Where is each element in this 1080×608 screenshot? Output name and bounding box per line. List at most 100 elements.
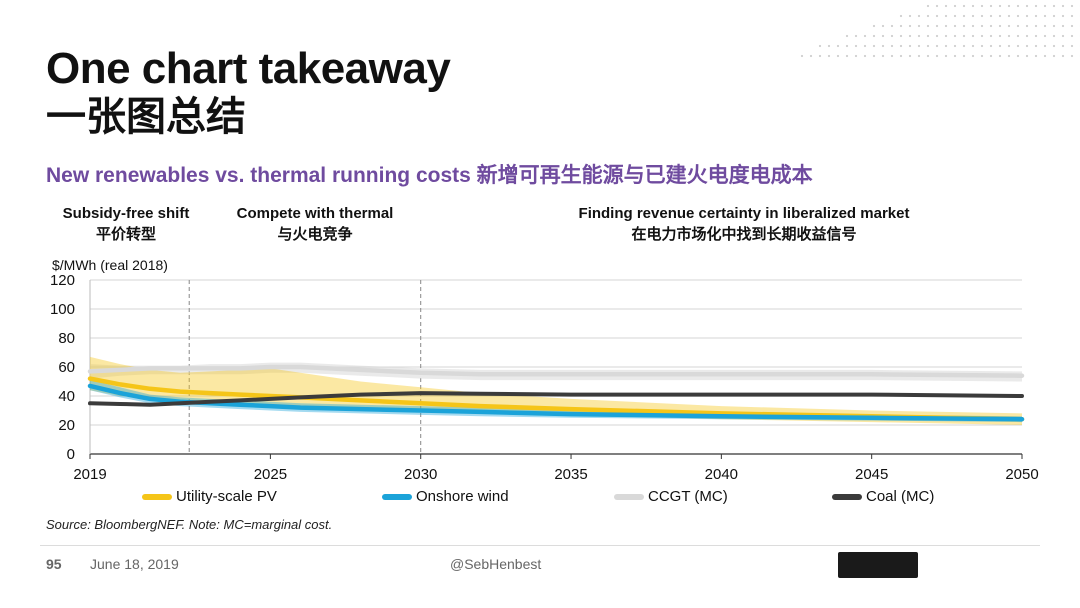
pattern-dot — [881, 24, 885, 28]
pattern-dot — [917, 34, 921, 38]
pattern-dot — [953, 4, 957, 8]
pattern-dot — [1052, 4, 1056, 8]
pattern-dot — [881, 44, 885, 48]
x-tick-label: 2030 — [404, 466, 437, 483]
series-line-1 — [87, 383, 1025, 422]
x-tick-label: 2019 — [73, 466, 106, 483]
page-title: One chart takeaway — [46, 44, 451, 93]
legend-swatch-pv — [142, 493, 172, 500]
pattern-dot — [971, 4, 975, 8]
legend-label-ccgt: CCGT (MC) — [648, 488, 728, 505]
pattern-dot — [1016, 24, 1020, 28]
pattern-dot — [1025, 54, 1029, 58]
pattern-dot — [962, 54, 966, 58]
y-tick-label: 80 — [58, 330, 75, 347]
pattern-dot — [935, 14, 939, 18]
pattern-dot — [899, 14, 903, 18]
pattern-dot — [962, 34, 966, 38]
pattern-dot — [908, 44, 912, 48]
legend-item-pv: Utility-scale PV — [142, 488, 277, 505]
pattern-dot — [1025, 4, 1029, 8]
legend-label-wind: Onshore wind — [416, 488, 509, 505]
legend-swatch-ccgt — [614, 493, 644, 500]
pattern-dot — [1061, 44, 1065, 48]
pattern-dot — [1034, 54, 1038, 58]
pattern-dot — [1061, 4, 1065, 8]
phase-label-2: Compete with thermal 与火电竞争 — [222, 204, 408, 244]
pattern-dot — [908, 34, 912, 38]
pattern-dot — [989, 34, 993, 38]
y-tick-label: 120 — [50, 272, 75, 289]
pattern-dot — [827, 54, 831, 58]
legend-item-ccgt: CCGT (MC) — [614, 488, 728, 505]
pattern-dot — [854, 44, 858, 48]
pattern-dot — [1034, 4, 1038, 8]
pattern-dot — [1052, 54, 1056, 58]
pattern-dot — [953, 14, 957, 18]
pattern-dot — [1043, 24, 1047, 28]
pattern-dot — [998, 54, 1002, 58]
pattern-dot — [926, 24, 930, 28]
pattern-dot — [944, 24, 948, 28]
legend-item-wind: Onshore wind — [382, 488, 509, 505]
pattern-dot — [1034, 44, 1038, 48]
pattern-dot — [953, 44, 957, 48]
pattern-dot — [1016, 54, 1020, 58]
pattern-dot — [1025, 24, 1029, 28]
pattern-dot — [836, 54, 840, 58]
legend-swatch-coal — [832, 493, 862, 500]
pattern-dot — [890, 44, 894, 48]
pattern-dot — [935, 4, 939, 8]
pattern-dot — [890, 24, 894, 28]
pattern-dot — [1007, 54, 1011, 58]
pattern-dot — [917, 14, 921, 18]
page-number: 95 — [46, 556, 62, 572]
phase-label-2-en: Compete with thermal — [236, 205, 394, 222]
pattern-dot — [908, 24, 912, 28]
phase-label-1-en: Subsidy-free shift — [62, 205, 190, 222]
pattern-dot — [1052, 14, 1056, 18]
pattern-dot — [872, 54, 876, 58]
pattern-dot — [1070, 24, 1074, 28]
pattern-dot — [908, 14, 912, 18]
phase-label-3-cn: 在电力市场化中找到长期收益信号 — [631, 225, 857, 243]
pattern-dot — [872, 24, 876, 28]
phase-label-1-cn: 平价转型 — [95, 225, 156, 243]
pattern-dot — [854, 54, 858, 58]
y-tick-label: 60 — [58, 359, 75, 376]
phase-label-3: Finding revenue certainty in liberalized… — [540, 204, 948, 244]
page-title-cn: 一张图总结 — [46, 94, 246, 140]
footer-divider — [40, 545, 1040, 546]
pattern-dot — [953, 34, 957, 38]
pattern-dot — [971, 34, 975, 38]
pattern-dot — [989, 4, 993, 8]
pattern-dot — [971, 24, 975, 28]
pattern-dot — [953, 54, 957, 58]
pattern-dot — [890, 34, 894, 38]
chart-subtitle: New renewables vs. thermal running costs… — [46, 164, 813, 187]
dot-pattern-decoration — [800, 4, 1080, 58]
pattern-dot — [998, 4, 1002, 8]
pattern-dot — [872, 34, 876, 38]
pattern-dot — [890, 54, 894, 58]
pattern-dot — [836, 44, 840, 48]
pattern-dot — [980, 4, 984, 8]
footer-handle: @SebHenbest — [450, 556, 542, 572]
pattern-dot — [1016, 4, 1020, 8]
pattern-dot — [1070, 44, 1074, 48]
pattern-dot — [827, 44, 831, 48]
legend-swatch-wind — [382, 493, 412, 500]
pattern-dot — [1070, 14, 1074, 18]
x-tick-label: 2045 — [855, 466, 888, 483]
pattern-dot — [1007, 34, 1011, 38]
pattern-dot — [1043, 44, 1047, 48]
source-note: Source: BloombergNEF. Note: MC=marginal … — [46, 517, 333, 532]
x-tick-label: 2025 — [254, 466, 287, 483]
pattern-dot — [917, 44, 921, 48]
pattern-dot — [998, 24, 1002, 28]
pattern-dot — [854, 34, 858, 38]
series-band-1 — [90, 380, 1022, 423]
pattern-dot — [962, 44, 966, 48]
pattern-dot — [1052, 34, 1056, 38]
footer-date: June 18, 2019 — [90, 556, 179, 572]
